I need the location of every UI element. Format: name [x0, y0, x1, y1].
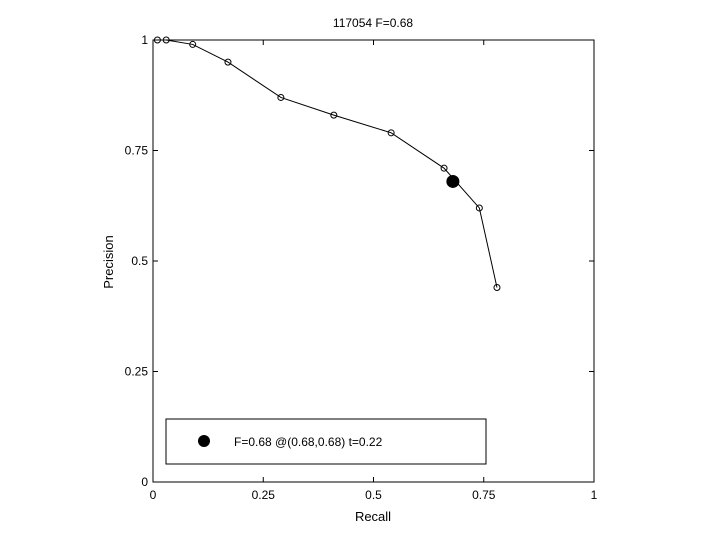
- data-point-0-9: [493, 284, 501, 292]
- y-tick-label-3: 0.75: [125, 144, 149, 158]
- series-layer: [153, 36, 501, 292]
- data-point-0-0: [153, 36, 161, 44]
- y-tick-label-4: 1: [141, 33, 148, 47]
- highlight-point: [446, 174, 460, 188]
- x-axis-label: Recall: [355, 509, 391, 524]
- legend-label: F=0.68 @(0.68,0.68) t=0.22: [234, 435, 383, 449]
- data-point-0-5: [330, 111, 338, 119]
- series-line-0: [157, 39, 498, 288]
- plot-area: [153, 40, 594, 482]
- legend: F=0.68 @(0.68,0.68) t=0.22: [165, 418, 487, 465]
- legend-box: [165, 418, 487, 465]
- data-point-0-1: [162, 36, 170, 44]
- axes: 0 0.25 0.5 0.75 1 0 0.25 0.5 0.75 1: [125, 33, 598, 502]
- data-point-0-4: [277, 93, 285, 101]
- x-tick-label-2: 0.5: [365, 488, 382, 502]
- x-tick-label-1: 0.25: [252, 488, 276, 502]
- data-point-0-2: [189, 40, 197, 48]
- y-tick-label-1: 0.25: [125, 365, 149, 379]
- x-tick-label-3: 0.75: [472, 488, 496, 502]
- x-tick-label-0: 0: [150, 488, 157, 502]
- plot-background: [153, 40, 594, 482]
- chart-title: 117054 F=0.68: [333, 16, 414, 30]
- x-tick-label-4: 1: [591, 488, 598, 502]
- legend-marker-filled-circle: [198, 435, 210, 447]
- data-point-0-8: [475, 204, 483, 212]
- data-point-0-6: [387, 129, 395, 137]
- y-tick-label-0: 0: [141, 475, 148, 489]
- data-point-0-7: [440, 164, 448, 172]
- data-point-0-3: [224, 58, 232, 66]
- y-axis-label: Precision: [101, 235, 116, 288]
- y-tick-label-2: 0.5: [131, 254, 148, 268]
